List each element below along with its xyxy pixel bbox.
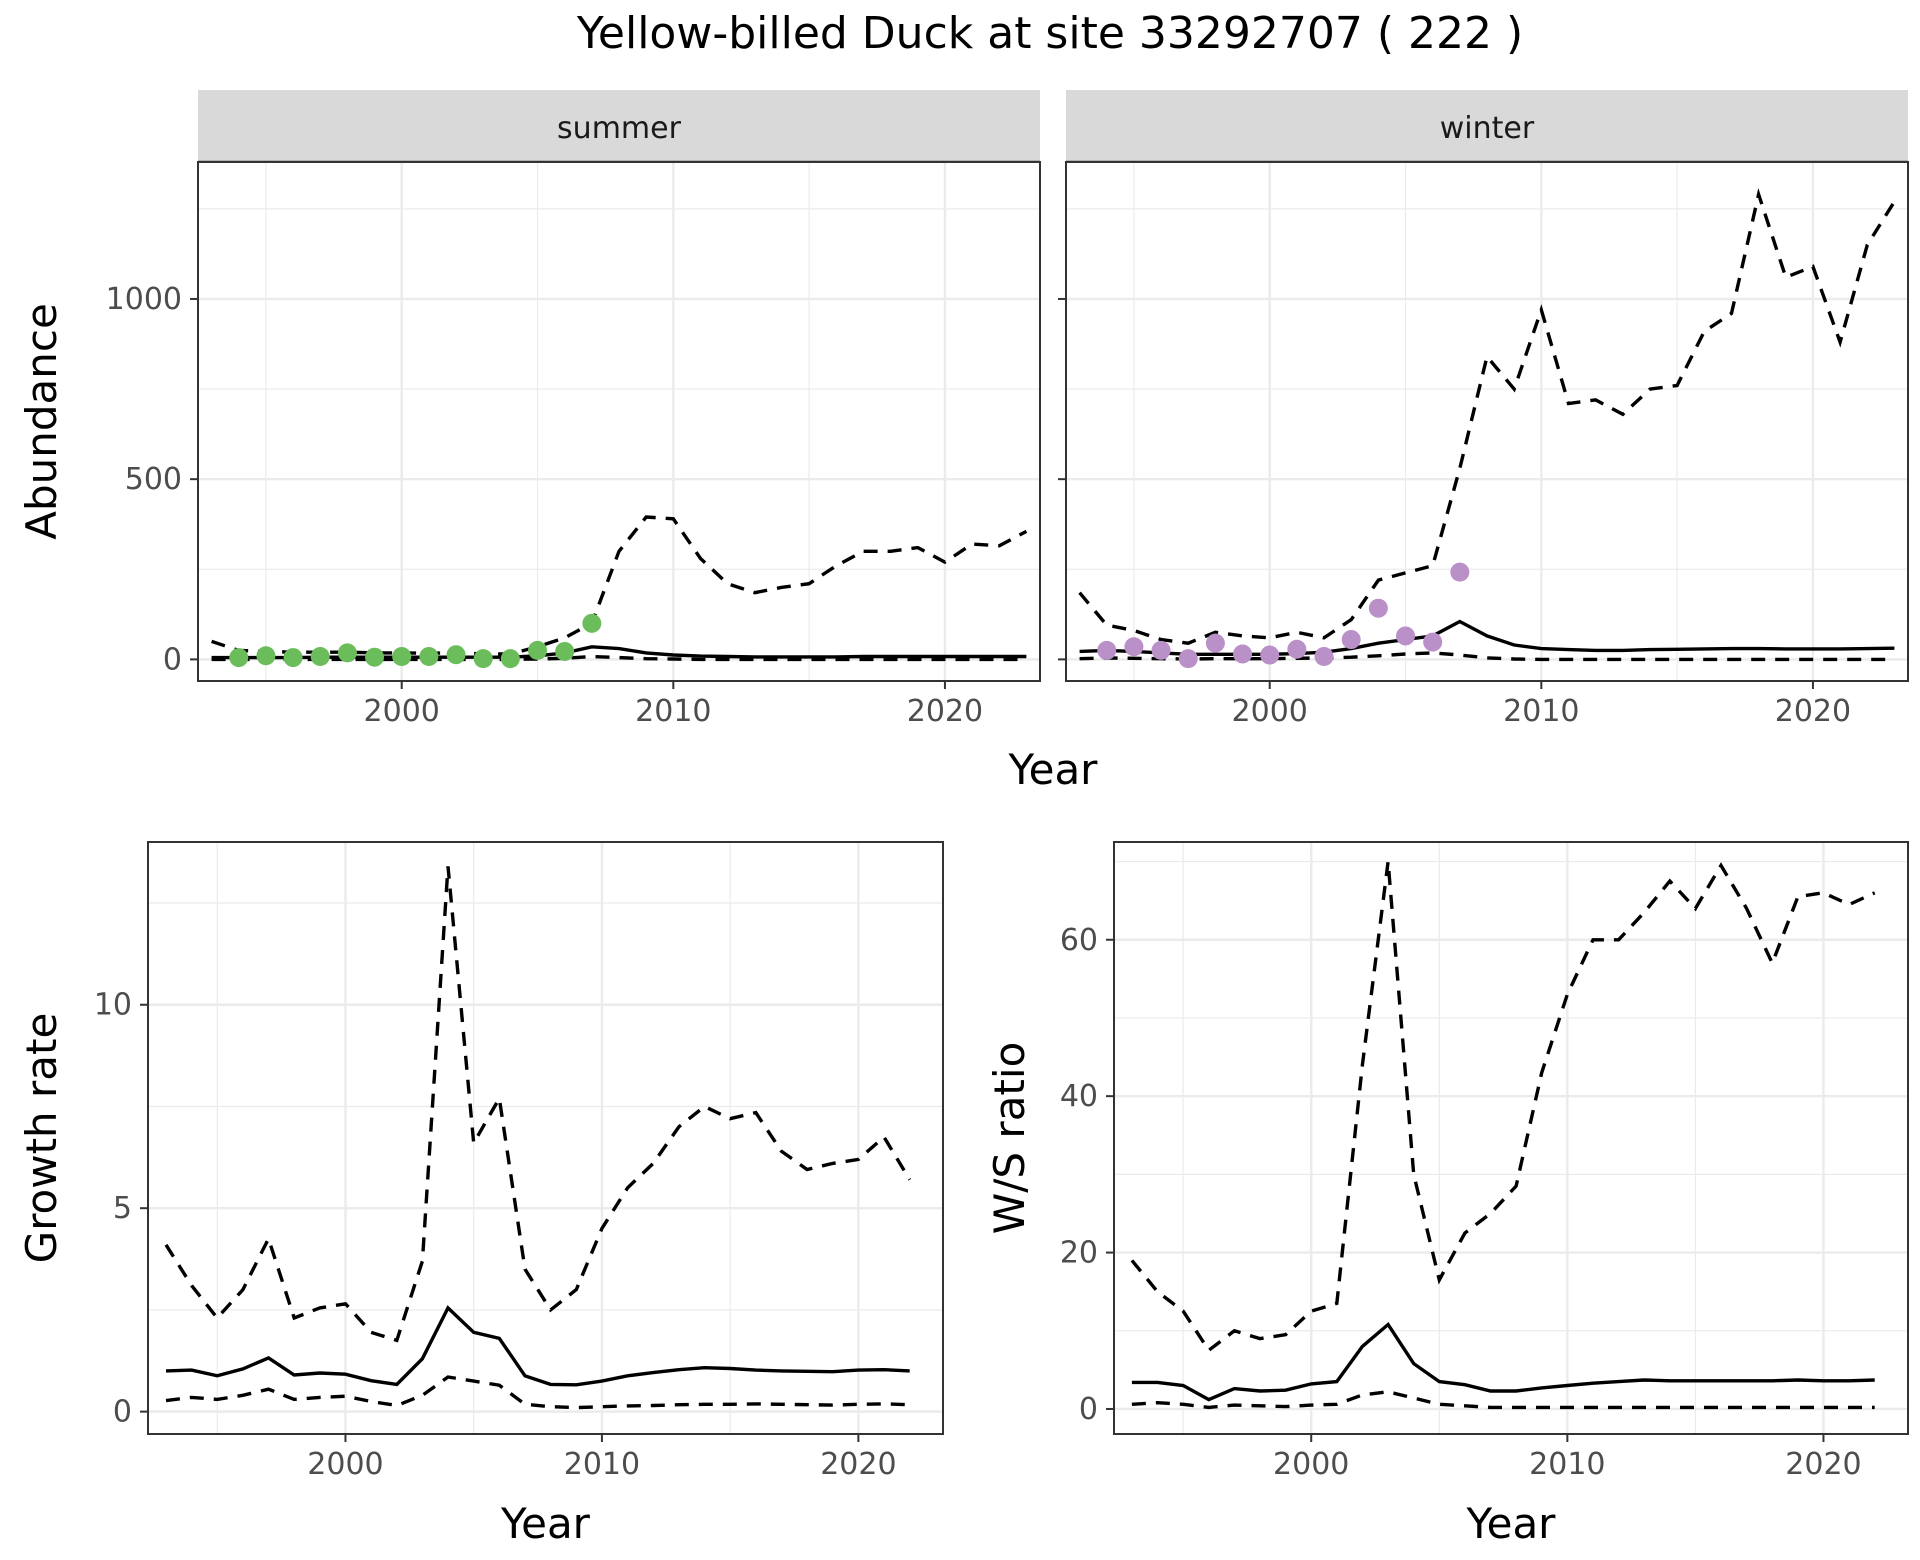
observed-point	[555, 641, 575, 661]
plot-area	[198, 162, 1040, 681]
panel-border	[1065, 161, 1909, 682]
panel-growth-rate: 2000 2010 2020 0 5 10 Year Growth rate	[17, 841, 944, 1548]
strip-summer-label: summer	[557, 111, 682, 146]
observed-point	[337, 643, 357, 663]
observed-point	[1341, 630, 1361, 650]
lower-bound-line	[1131, 1390, 1875, 1410]
observed-point	[1233, 644, 1253, 664]
upper-bound-line	[1130, 861, 1876, 1353]
x-tick-label: 2010	[635, 694, 711, 729]
observed-point	[1124, 637, 1144, 657]
observed-point	[1260, 645, 1280, 665]
x-tick-label: 2010	[1503, 694, 1579, 729]
shared-x-axis-title: Year	[1008, 745, 1099, 794]
observed-point	[500, 649, 520, 669]
y-axis-title: Abundance	[17, 303, 66, 540]
x-axis-title: Year	[1466, 1499, 1557, 1548]
median-line	[165, 1305, 910, 1387]
lower-bound-line	[165, 1375, 910, 1410]
median-line	[1079, 619, 1895, 656]
chart-title: Yellow-billed Duck at site 33292707 ( 22…	[576, 8, 1523, 59]
y-tick-label: 20	[1060, 1236, 1098, 1271]
strip-winter-label: winter	[1440, 111, 1535, 146]
y-tick-label: 1000	[106, 282, 182, 317]
panel-border	[1113, 841, 1909, 1435]
panel-abundance-summer: summer 2000 2010 2020 0 500 1000 Abundance	[17, 90, 1041, 729]
x-tick-label: 2000	[1273, 1447, 1349, 1482]
observed-point	[365, 647, 385, 667]
observed-point	[582, 613, 602, 633]
observed-point	[1205, 633, 1225, 653]
observed-point	[473, 649, 493, 669]
x-tick-label: 2000	[307, 1447, 383, 1482]
observed-point	[1097, 640, 1117, 660]
panel-border	[147, 841, 944, 1435]
y-tick-label: 5	[113, 1191, 132, 1226]
x-axis-title: Year	[500, 1499, 591, 1548]
y-tick-label: 0	[1079, 1392, 1098, 1427]
observed-point	[446, 645, 466, 665]
plot-area	[148, 842, 943, 1434]
observed-point	[1368, 598, 1388, 618]
observed-point	[1450, 562, 1470, 582]
plot-area	[1066, 162, 1908, 681]
x-tick-label: 2000	[364, 694, 440, 729]
panel-abundance-winter: winter 2000 2010 2020	[1058, 90, 1909, 729]
observed-point	[283, 648, 303, 668]
x-tick-label: 2020	[820, 1447, 896, 1482]
y-tick-label: 500	[125, 462, 182, 497]
y-tick-label: 10	[94, 988, 132, 1023]
lower-bound-line	[1079, 651, 1895, 662]
panel-border	[197, 161, 1041, 682]
y-tick-label: 0	[163, 642, 182, 677]
observed-point	[1314, 646, 1334, 666]
observed-point	[1287, 639, 1307, 659]
lower-bound-line	[211, 654, 1027, 662]
x-tick-label: 2020	[1775, 694, 1851, 729]
observed-point	[1423, 632, 1443, 652]
x-tick-label: 2020	[907, 694, 983, 729]
strip-winter	[1066, 90, 1908, 162]
observed-point	[1151, 640, 1171, 660]
observed-point	[256, 646, 276, 666]
y-axis-title: W/S ratio	[985, 1042, 1034, 1235]
y-tick-label: 0	[113, 1395, 132, 1430]
upper-bound-line	[164, 866, 912, 1343]
x-tick-label: 2010	[1529, 1447, 1605, 1482]
upper-bound-line	[211, 515, 1028, 656]
observed-point	[1178, 649, 1198, 669]
observed-point	[1396, 626, 1416, 646]
x-tick-label: 2020	[1785, 1447, 1861, 1482]
strip-summer	[198, 90, 1040, 162]
observed-point	[392, 646, 412, 666]
y-tick-label: 60	[1060, 923, 1098, 958]
plot-area	[1114, 842, 1908, 1434]
panel-ws-ratio: 2000 2010 2020 0 20 40 60 Year W/S ratio	[985, 841, 1909, 1548]
median-line	[1131, 1321, 1875, 1402]
y-axis-title: Growth rate	[17, 1013, 66, 1264]
observed-point	[528, 640, 548, 660]
upper-bound-line	[1078, 188, 1896, 645]
observed-point	[310, 646, 330, 666]
x-tick-label: 2010	[564, 1447, 640, 1482]
observed-point	[419, 646, 439, 666]
y-tick-label: 40	[1060, 1079, 1098, 1114]
observed-point	[229, 648, 249, 668]
x-tick-label: 2000	[1232, 694, 1308, 729]
